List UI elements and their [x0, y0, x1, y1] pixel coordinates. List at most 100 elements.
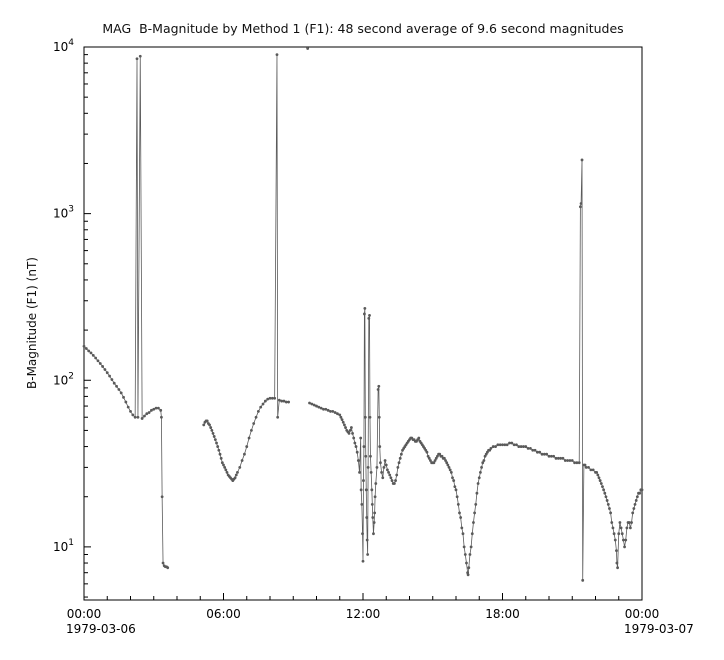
data-point — [476, 482, 480, 485]
data-point — [287, 400, 290, 404]
data-point — [236, 470, 239, 474]
data-point — [254, 415, 258, 419]
data-point — [480, 465, 483, 469]
data-point — [145, 412, 149, 416]
data-point — [445, 461, 449, 465]
data-point — [489, 447, 493, 450]
data-point — [347, 431, 351, 435]
data-point — [362, 479, 365, 482]
data-point — [284, 400, 288, 404]
data-point — [280, 399, 284, 403]
data-point — [205, 419, 209, 423]
data-point — [561, 456, 565, 460]
data-point — [552, 454, 556, 458]
data-point — [466, 573, 470, 577]
data-point — [460, 526, 464, 530]
data-point — [160, 495, 164, 499]
data-point — [399, 452, 403, 456]
data-point — [331, 410, 335, 413]
data-point — [570, 459, 574, 462]
data-point — [467, 566, 471, 570]
y-tick-label: 103 — [53, 205, 74, 221]
data-point — [512, 443, 516, 447]
data-point — [542, 452, 546, 456]
data-point — [604, 495, 608, 499]
data-point — [606, 502, 610, 506]
data-point — [454, 488, 458, 492]
data-point — [458, 511, 461, 515]
data-point — [472, 521, 475, 524]
data-point — [377, 384, 381, 388]
data-point — [617, 532, 621, 536]
data-point — [379, 461, 382, 465]
data-point — [470, 532, 474, 536]
data-point — [601, 485, 604, 489]
data-point — [340, 418, 344, 422]
data-point — [359, 436, 363, 440]
data-point — [161, 561, 165, 565]
data-point — [268, 396, 272, 400]
data-point — [247, 436, 251, 440]
data-point — [372, 532, 375, 536]
data-point — [610, 521, 614, 524]
data-point — [245, 445, 249, 448]
data-point — [628, 526, 632, 530]
data-point — [159, 408, 163, 412]
data-point — [234, 473, 238, 477]
data-point — [266, 397, 270, 401]
data-point — [613, 538, 617, 542]
data-point — [209, 426, 213, 429]
data-point — [324, 407, 328, 411]
data-point — [122, 395, 125, 399]
data-point — [112, 381, 116, 385]
data-point — [589, 468, 593, 472]
data-point — [371, 516, 375, 519]
data-point — [157, 406, 160, 410]
data-point — [352, 436, 356, 440]
data-point — [427, 456, 431, 460]
data-point — [563, 459, 567, 462]
data-point — [238, 465, 242, 469]
data-point — [609, 511, 613, 515]
data-point — [363, 312, 366, 316]
data-point — [341, 420, 345, 424]
data-point — [216, 445, 220, 448]
data-point — [455, 495, 459, 499]
data-point — [359, 488, 363, 492]
data-point — [124, 400, 128, 404]
data-point — [465, 561, 468, 565]
data-point — [282, 399, 286, 403]
data-point — [339, 415, 343, 419]
data-point — [515, 443, 518, 447]
data-point — [310, 402, 314, 406]
data-point — [526, 447, 530, 450]
data-point — [115, 384, 118, 388]
data-point — [389, 476, 393, 480]
data-point — [616, 566, 619, 570]
data-point — [392, 482, 396, 485]
data-point — [395, 473, 399, 477]
data-point — [368, 314, 371, 317]
data-point — [634, 499, 638, 502]
data-point — [108, 374, 111, 378]
data-point — [358, 470, 361, 474]
data-point — [270, 396, 274, 400]
data-point — [587, 465, 590, 469]
data-point — [447, 465, 451, 469]
data-point — [326, 408, 330, 412]
data-point — [222, 463, 225, 467]
data-point — [549, 454, 553, 458]
data-point — [559, 456, 563, 460]
data-point — [368, 415, 372, 419]
data-point — [353, 441, 357, 445]
data-point — [611, 526, 615, 530]
data-point — [223, 465, 227, 469]
data-point — [210, 429, 214, 432]
data-point — [591, 468, 595, 472]
data-point — [131, 413, 135, 417]
data-point — [312, 403, 316, 407]
data-point — [479, 470, 482, 474]
data-point — [477, 476, 481, 480]
data-point — [451, 476, 454, 480]
